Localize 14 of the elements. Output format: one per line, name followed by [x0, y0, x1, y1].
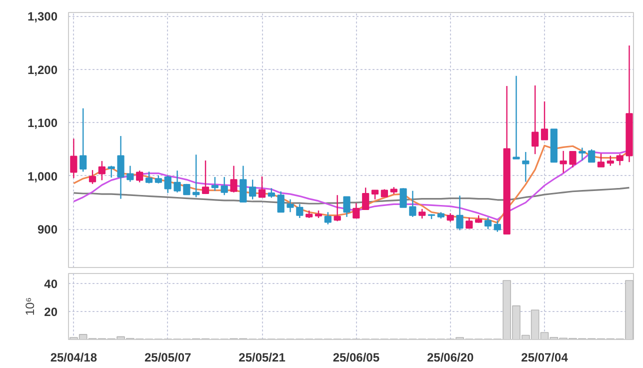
y-tick-label: 40 — [44, 276, 58, 291]
y-tick-label: 1,200 — [27, 62, 58, 77]
y-axis-title: 10⁶ — [23, 297, 38, 316]
x-tick-label: 25/05/21 — [238, 350, 286, 364]
x-tick-label: 25/04/18 — [50, 350, 98, 364]
y-tick-label: 1,100 — [27, 116, 58, 130]
y-tick-label: 1,300 — [27, 10, 58, 24]
y-tick-label: 1,000 — [27, 169, 58, 184]
y-tick-label: 20 — [44, 304, 58, 319]
x-tick-label: 25/05/07 — [144, 350, 192, 364]
x-tick-label: 25/07/04 — [521, 350, 568, 364]
y-tick-label: 900 — [37, 222, 58, 237]
x-tick-label: 25/06/05 — [332, 350, 380, 364]
x-tick-label: 25/06/20 — [426, 350, 474, 364]
